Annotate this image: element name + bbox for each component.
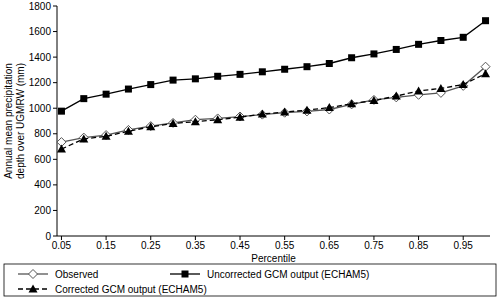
marker (259, 68, 266, 75)
marker (80, 95, 87, 102)
marker (481, 69, 490, 77)
marker (237, 71, 244, 78)
marker (147, 81, 154, 88)
legend-box (4, 264, 496, 296)
x-tick-label: 0.35 (186, 240, 206, 251)
y-tick (53, 82, 57, 83)
y-tick (53, 133, 57, 134)
marker (437, 37, 444, 44)
marker (57, 145, 66, 153)
marker (281, 66, 288, 73)
y-axis-label-line: depth over UGMRW (mm) (15, 63, 26, 179)
y-tick (53, 210, 57, 211)
marker (146, 122, 155, 131)
y-tick (53, 184, 57, 185)
marker (280, 108, 289, 116)
x-tick-label: 0.25 (141, 240, 161, 251)
legend-marker (182, 271, 189, 278)
marker (103, 91, 110, 98)
marker (415, 41, 422, 48)
marker (169, 119, 178, 127)
y-tick (53, 108, 57, 109)
legend-marker (29, 270, 38, 279)
y-axis (57, 6, 58, 236)
y-tick-label: 1400 (29, 52, 52, 63)
legend-label: Corrected GCM output (ECHAM5) (55, 284, 207, 295)
marker (302, 106, 311, 114)
y-tick-label: 800 (34, 128, 51, 139)
marker (79, 134, 88, 142)
marker (393, 46, 400, 53)
marker (436, 84, 445, 92)
y-tick-label: 600 (34, 154, 51, 165)
marker (347, 99, 356, 107)
marker (146, 122, 155, 130)
y-tick (53, 6, 57, 7)
y-axis-label-line: Annual mean precipitation (3, 63, 14, 179)
marker (482, 17, 489, 24)
marker (102, 132, 111, 140)
x-axis (57, 236, 490, 237)
x-axis-label: Percentile (251, 253, 296, 264)
y-tick (53, 236, 57, 237)
y-tick-label: 1800 (29, 1, 52, 12)
y-tick-label: 1000 (29, 103, 52, 114)
series-line (61, 74, 485, 149)
series-line (61, 67, 485, 142)
legend-marker (29, 285, 38, 293)
marker (236, 113, 245, 121)
marker (170, 77, 177, 84)
x-tick-label: 0.45 (230, 240, 250, 251)
x-tick-label: 0.55 (275, 240, 295, 251)
marker (459, 80, 468, 88)
marker (191, 117, 200, 125)
x-tick-label: 0.65 (320, 240, 340, 251)
marker (192, 75, 199, 82)
marker (213, 115, 222, 123)
x-tick-label: 0.05 (52, 240, 72, 251)
series-line (61, 21, 485, 111)
y-tick-label: 1600 (29, 26, 52, 37)
marker (326, 60, 333, 67)
x-tick-label: 0.95 (453, 240, 473, 251)
y-tick (53, 159, 57, 160)
plot-area (57, 17, 490, 152)
x-tick-label: 0.85 (409, 240, 429, 251)
marker (348, 54, 355, 61)
y-tick-label: 0 (45, 231, 51, 242)
marker (370, 50, 377, 57)
legend-label: Observed (55, 269, 98, 280)
marker (125, 86, 132, 93)
marker (58, 108, 65, 115)
y-tick-label: 200 (34, 205, 51, 216)
x-tick-label: 0.15 (96, 240, 116, 251)
marker (392, 92, 401, 100)
y-axis-label: Annual mean precipitationdepth over UGMR… (3, 63, 26, 179)
marker (325, 103, 334, 111)
y-tick-label: 400 (34, 179, 51, 190)
x-tick-label: 0.75 (364, 240, 384, 251)
marker (214, 73, 221, 80)
y-tick (53, 31, 57, 32)
marker (79, 133, 88, 142)
marker (213, 114, 222, 123)
marker (191, 115, 200, 124)
y-tick-label: 1200 (29, 77, 52, 88)
marker (169, 118, 178, 127)
marker (258, 109, 267, 117)
chart: 0 200 400 600 800 1000 1200 1400 1600 1800 0.05 0.1… (0, 0, 500, 298)
marker (414, 86, 423, 94)
marker (303, 63, 310, 70)
marker (124, 127, 133, 135)
marker (460, 34, 467, 41)
y-tick (53, 57, 57, 58)
legend: Observed Uncorrected GCM output (ECHAM5)C… (4, 264, 496, 296)
legend-label: Uncorrected GCM output (ECHAM5) (207, 269, 369, 280)
marker (369, 96, 378, 104)
